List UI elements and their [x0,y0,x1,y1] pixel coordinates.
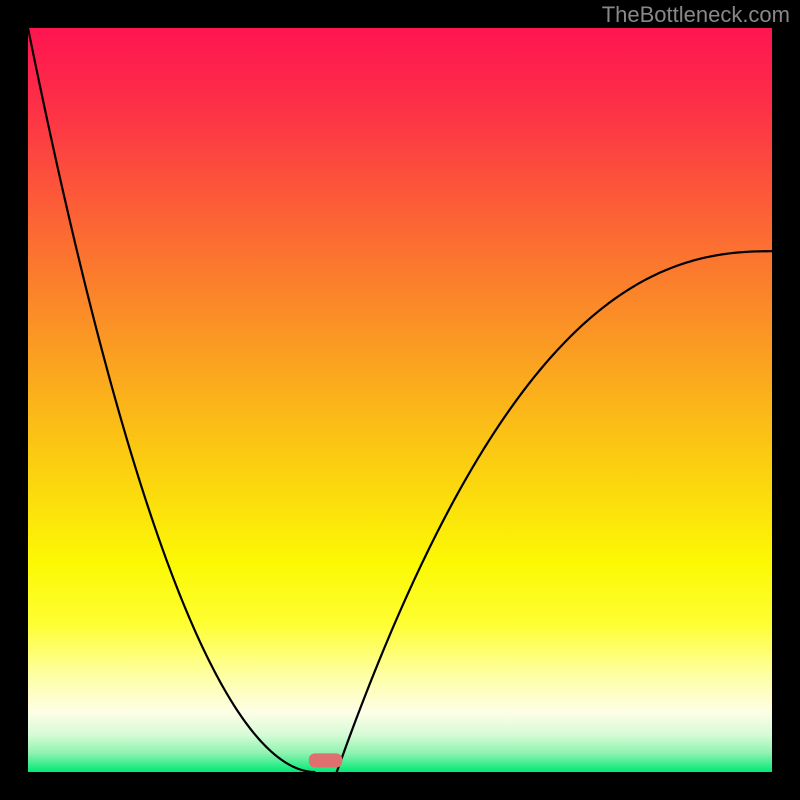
watermark-text: TheBottleneck.com [602,2,790,27]
plot-background [28,28,772,772]
bottleneck-curve-chart: TheBottleneck.com [0,0,800,800]
chart-container: TheBottleneck.com [0,0,800,800]
bottleneck-marker [309,753,342,767]
